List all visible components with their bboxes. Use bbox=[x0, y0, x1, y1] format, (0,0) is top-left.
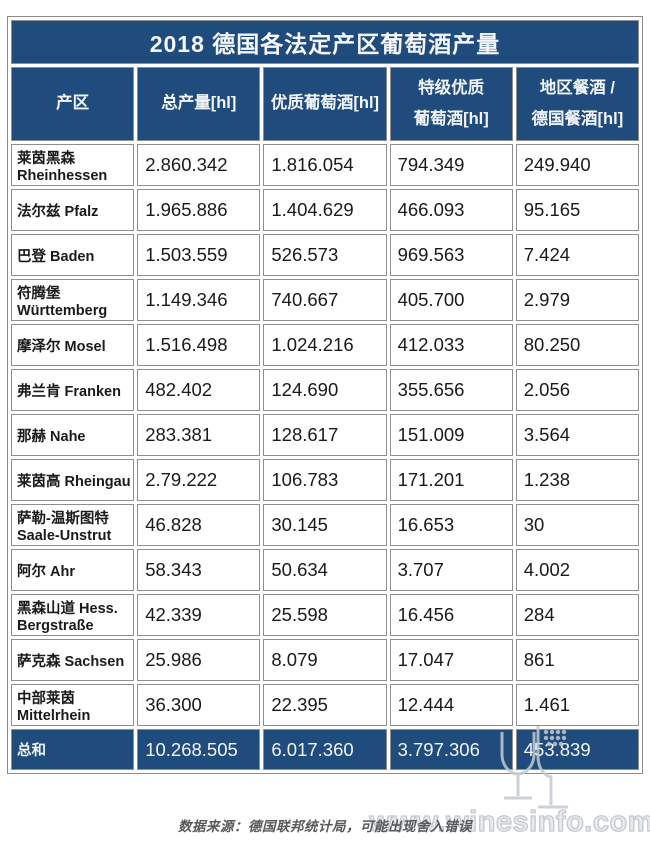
value-total: 2.79.222 bbox=[137, 459, 261, 501]
value-landwein: 80.250 bbox=[515, 324, 639, 366]
table-row-hess-bergstrasse: 黑森山道 Hess. Bergstraße 42.339 25.598 16.4… bbox=[11, 594, 639, 636]
total-value-landwein: 453.839 bbox=[515, 729, 639, 770]
column-header-table-wine: 地区餐酒 / 德国餐酒[hl] bbox=[515, 67, 639, 141]
value-premium: 151.009 bbox=[389, 414, 513, 456]
value-quality: 30.145 bbox=[263, 504, 387, 546]
column-header-region: 产区 bbox=[11, 67, 135, 141]
title-row: 2018 德国各法定产区葡萄酒产量 bbox=[11, 20, 639, 64]
value-premium: 412.033 bbox=[389, 324, 513, 366]
value-premium: 16.456 bbox=[389, 594, 513, 636]
value-quality: 526.573 bbox=[263, 234, 387, 276]
value-premium: 794.349 bbox=[389, 144, 513, 186]
value-quality: 1.024.216 bbox=[263, 324, 387, 366]
data-source-note: 数据来源：德国联邦统计局，可能出现舍入错误 bbox=[178, 819, 472, 834]
value-total: 1.965.886 bbox=[137, 189, 261, 231]
table-row-pfalz: 法尔兹 Pfalz 1.965.886 1.404.629 466.093 95… bbox=[11, 189, 639, 231]
value-landwein: 30 bbox=[515, 504, 639, 546]
table-row-saale-unstrut: 萨勒-温斯图特 Saale-Unstrut 46.828 30.145 16.6… bbox=[11, 504, 639, 546]
table-total-row: 总和 10.268.505 6.017.360 3.797.306 453.83… bbox=[11, 729, 639, 770]
total-value-quality: 6.017.360 bbox=[263, 729, 387, 770]
value-landwein: 4.002 bbox=[515, 549, 639, 591]
value-landwein: 1.238 bbox=[515, 459, 639, 501]
total-label: 总和 bbox=[11, 729, 135, 770]
region-name: 莱茵黑森 Rheinhessen bbox=[11, 144, 135, 186]
value-total: 1.516.498 bbox=[137, 324, 261, 366]
table-row-ahr: 阿尔 Ahr 58.343 50.634 3.707 4.002 bbox=[11, 549, 639, 591]
value-landwein: 2.979 bbox=[515, 279, 639, 321]
value-quality: 1.816.054 bbox=[263, 144, 387, 186]
region-name: 法尔兹 Pfalz bbox=[11, 189, 135, 231]
value-quality: 106.783 bbox=[263, 459, 387, 501]
value-landwein: 861 bbox=[515, 639, 639, 681]
value-total: 2.860.342 bbox=[137, 144, 261, 186]
region-name: 摩泽尔 Mosel bbox=[11, 324, 135, 366]
region-name: 那赫 Nahe bbox=[11, 414, 135, 456]
region-name: 阿尔 Ahr bbox=[11, 549, 135, 591]
value-premium: 355.656 bbox=[389, 369, 513, 411]
total-value-premium: 3.797.306 bbox=[389, 729, 513, 770]
value-landwein: 2.056 bbox=[515, 369, 639, 411]
table-title: 2018 德国各法定产区葡萄酒产量 bbox=[11, 20, 639, 64]
value-total: 58.343 bbox=[137, 549, 261, 591]
region-name: 巴登 Baden bbox=[11, 234, 135, 276]
value-premium: 405.700 bbox=[389, 279, 513, 321]
value-quality: 25.598 bbox=[263, 594, 387, 636]
region-name: 萨克森 Sachsen bbox=[11, 639, 135, 681]
value-total: 1.503.559 bbox=[137, 234, 261, 276]
value-premium: 16.653 bbox=[389, 504, 513, 546]
column-header-quality-wine: 优质葡萄酒[hl] bbox=[263, 67, 387, 141]
region-name: 莱茵高 Rheingau bbox=[11, 459, 135, 501]
table-row-mittelrhein: 中部莱茵 Mittelrhein 36.300 22.395 12.444 1.… bbox=[11, 684, 639, 726]
total-value-total: 10.268.505 bbox=[137, 729, 261, 770]
value-premium: 466.093 bbox=[389, 189, 513, 231]
value-total: 482.402 bbox=[137, 369, 261, 411]
value-total: 46.828 bbox=[137, 504, 261, 546]
column-header-total-production: 总产量[hl] bbox=[137, 67, 261, 141]
value-premium: 3.707 bbox=[389, 549, 513, 591]
table-row-rheingau: 莱茵高 Rheingau 2.79.222 106.783 171.201 1.… bbox=[11, 459, 639, 501]
table-row-mosel: 摩泽尔 Mosel 1.516.498 1.024.216 412.033 80… bbox=[11, 324, 639, 366]
value-premium: 12.444 bbox=[389, 684, 513, 726]
value-total: 283.381 bbox=[137, 414, 261, 456]
table-row-franken: 弗兰肯 Franken 482.402 124.690 355.656 2.05… bbox=[11, 369, 639, 411]
header-row: 产区 总产量[hl] 优质葡萄酒[hl] 特级优质 葡萄酒[hl] 地区餐酒 /… bbox=[11, 67, 639, 141]
region-name: 黑森山道 Hess. Bergstraße bbox=[11, 594, 135, 636]
table-row-sachsen: 萨克森 Sachsen 25.986 8.079 17.047 861 bbox=[11, 639, 639, 681]
value-total: 25.986 bbox=[137, 639, 261, 681]
table-row-rheinhessen: 莱茵黑森 Rheinhessen 2.860.342 1.816.054 794… bbox=[11, 144, 639, 186]
column-header-premium-wine: 特级优质 葡萄酒[hl] bbox=[389, 67, 513, 141]
value-total: 1.149.346 bbox=[137, 279, 261, 321]
value-quality: 128.617 bbox=[263, 414, 387, 456]
value-total: 42.339 bbox=[137, 594, 261, 636]
value-quality: 740.667 bbox=[263, 279, 387, 321]
table-row-nahe: 那赫 Nahe 283.381 128.617 151.009 3.564 bbox=[11, 414, 639, 456]
value-quality: 124.690 bbox=[263, 369, 387, 411]
region-name: 萨勒-温斯图特 Saale-Unstrut bbox=[11, 504, 135, 546]
value-landwein: 95.165 bbox=[515, 189, 639, 231]
value-quality: 8.079 bbox=[263, 639, 387, 681]
value-landwein: 7.424 bbox=[515, 234, 639, 276]
value-landwein: 3.564 bbox=[515, 414, 639, 456]
value-premium: 17.047 bbox=[389, 639, 513, 681]
region-name: 弗兰肯 Franken bbox=[11, 369, 135, 411]
value-quality: 22.395 bbox=[263, 684, 387, 726]
value-landwein: 1.461 bbox=[515, 684, 639, 726]
value-quality: 50.634 bbox=[263, 549, 387, 591]
value-premium: 171.201 bbox=[389, 459, 513, 501]
value-quality: 1.404.629 bbox=[263, 189, 387, 231]
value-landwein: 249.940 bbox=[515, 144, 639, 186]
wine-production-table: 2018 德国各法定产区葡萄酒产量 产区 总产量[hl] 优质葡萄酒[hl] 特… bbox=[7, 16, 643, 774]
region-name: 中部莱茵 Mittelrhein bbox=[11, 684, 135, 726]
table-row-baden: 巴登 Baden 1.503.559 526.573 969.563 7.424 bbox=[11, 234, 639, 276]
value-total: 36.300 bbox=[137, 684, 261, 726]
region-name: 符腾堡 Württemberg bbox=[11, 279, 135, 321]
table-row-wuerttemberg: 符腾堡 Württemberg 1.149.346 740.667 405.70… bbox=[11, 279, 639, 321]
value-landwein: 284 bbox=[515, 594, 639, 636]
value-premium: 969.563 bbox=[389, 234, 513, 276]
